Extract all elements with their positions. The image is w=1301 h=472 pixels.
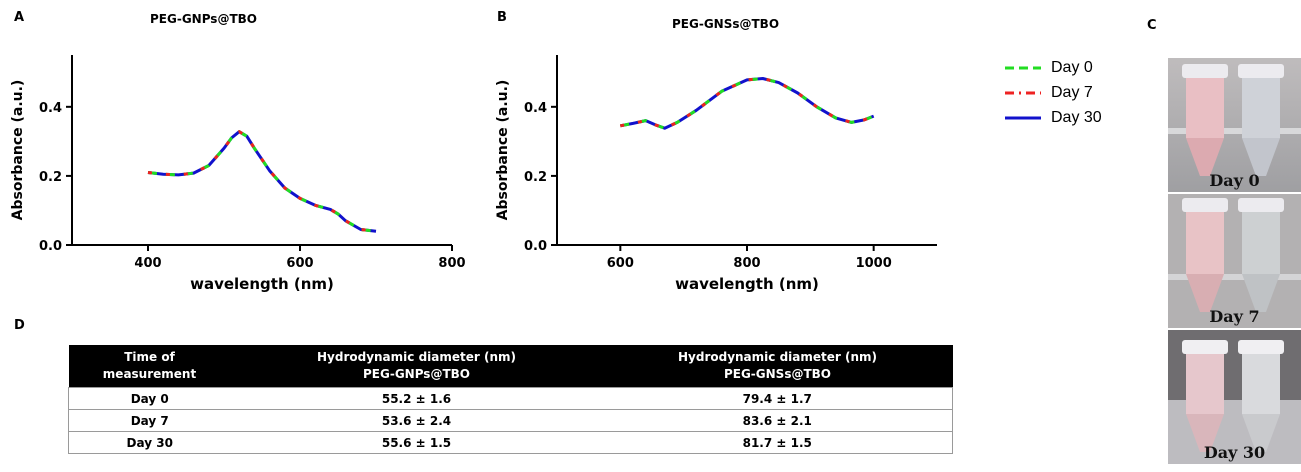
- panel-letter-a: A: [14, 10, 25, 25]
- vial-photo-day7: Day 7: [1168, 194, 1301, 330]
- x-axis-label: wavelength (nm): [190, 275, 334, 293]
- y-axis-label: Absorbance (a.u.): [495, 80, 511, 221]
- legend-item-day7: Day 7: [1005, 80, 1102, 105]
- series-line-day30: [620, 77, 875, 130]
- vial-photos: Day 0 Day 7 Day 30: [1168, 58, 1301, 466]
- table-cell-gnps: 55.2 ± 1.6: [230, 387, 603, 410]
- table-cell-time: Day 30: [68, 431, 231, 454]
- x-axis-label: wavelength (nm): [675, 275, 819, 293]
- panel-letter-c: C: [1147, 18, 1157, 33]
- table-cell-time: Day 7: [68, 409, 231, 432]
- legend-label-day30: Day 30: [1051, 108, 1102, 126]
- y-tick-label: 0.4: [39, 101, 62, 116]
- x-tick-label: 800: [438, 256, 465, 271]
- x-tick-label: 600: [607, 256, 634, 271]
- y-tick-label: 0.2: [39, 170, 62, 185]
- y-tick-label: 0.2: [524, 170, 547, 185]
- x-tick-label: 1000: [856, 256, 892, 271]
- table-header-row: Time of measurement Hydrodynamic diamete…: [68, 345, 953, 388]
- table-cell-gnps: 55.6 ± 1.5: [230, 431, 603, 454]
- table-row: Day 0 55.2 ± 1.6 79.4 ± 1.7: [68, 387, 953, 410]
- table-row: Day 30 55.6 ± 1.5 81.7 ± 1.5: [68, 431, 953, 454]
- chart-title-a: PEG-GNPs@TBO: [150, 12, 257, 26]
- series-line-day0: [147, 130, 377, 233]
- y-tick-label: 0.0: [39, 239, 62, 254]
- header-time-line2: measurement: [102, 367, 197, 381]
- vial-caption-day30: Day 30: [1203, 443, 1266, 462]
- header-gnps-line2: PEG-GNPs@TBO: [363, 367, 470, 381]
- y-tick-label: 0.0: [524, 239, 547, 254]
- absorbance-chart-gnps: 400 600 800 0.0 0.2 0.4 wavelength (nm) Absorba…: [10, 55, 466, 293]
- series-line-day30: [147, 130, 377, 233]
- hydrodynamic-diameter-table: Time of measurement Hydrodynamic diamete…: [68, 345, 953, 454]
- header-time-line1: Time of: [124, 350, 175, 364]
- vial-photo-image-day7: [1168, 194, 1301, 328]
- legend-item-day0: Day 0: [1005, 55, 1102, 80]
- legend-swatch-day30: [1005, 116, 1041, 119]
- table-cell-gnss: 81.7 ± 1.5: [602, 431, 953, 454]
- panel-letter-b: B: [497, 10, 507, 25]
- vial-caption-day0: Day 0: [1209, 171, 1260, 190]
- header-gnss-line2: PEG-GNSs@TBO: [723, 367, 832, 381]
- series-line-day0: [620, 77, 875, 130]
- absorbance-chart-gnss: 600 800 1000 0.0 0.2 0.4 wavelength (nm) Absorb…: [495, 55, 937, 293]
- header-gnps-line1: Hydrodynamic diameter (nm): [316, 350, 516, 364]
- vial-caption-day7: Day 7: [1209, 307, 1260, 326]
- table-cell-gnss: 83.6 ± 2.1: [602, 409, 953, 432]
- y-tick-label: 0.4: [524, 101, 547, 116]
- vial-photo-image-day30: [1168, 330, 1301, 464]
- table-cell-time: Day 0: [68, 387, 231, 410]
- panel-letter-d: D: [14, 318, 25, 333]
- series-line-day7: [620, 77, 875, 130]
- vial-photo-day0: Day 0: [1168, 58, 1301, 194]
- legend-item-day30: Day 30: [1005, 105, 1102, 130]
- legend-label-day0: Day 0: [1051, 58, 1093, 76]
- vial-photo-day30: Day 30: [1168, 330, 1301, 466]
- table-cell-gnps: 53.6 ± 2.4: [230, 409, 603, 432]
- x-tick-label: 800: [733, 256, 760, 271]
- legend-label-day7: Day 7: [1051, 83, 1093, 101]
- table-header-gnss: Hydrodynamic diameter (nm) PEG-GNSs@TBO: [602, 345, 953, 388]
- x-tick-label: 400: [134, 256, 161, 271]
- table-header-gnps: Hydrodynamic diameter (nm) PEG-GNPs@TBO: [230, 345, 603, 388]
- chart-title-b: PEG-GNSs@TBO: [672, 17, 780, 31]
- header-gnss-line1: Hydrodynamic diameter (nm): [677, 350, 877, 364]
- table-header-time: Time of measurement: [68, 345, 231, 388]
- x-tick-label: 600: [286, 256, 313, 271]
- legend-swatch-day0: [1005, 66, 1041, 69]
- table-cell-gnss: 79.4 ± 1.7: [602, 387, 953, 410]
- y-axis-label: Absorbance (a.u.): [10, 80, 26, 221]
- table-row: Day 7 53.6 ± 2.4 83.6 ± 2.1: [68, 409, 953, 432]
- vial-photo-image-day0: [1168, 58, 1301, 192]
- legend-swatch-day7: [1005, 91, 1041, 94]
- chart-legend: Day 0 Day 7 Day 30: [1005, 55, 1102, 130]
